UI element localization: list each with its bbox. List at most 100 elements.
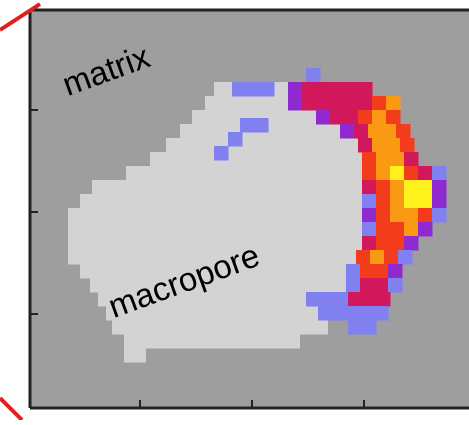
macropore-region-block [80,194,368,209]
heatmap-cell [390,222,405,237]
macropore-region-block [68,222,370,237]
heatmap-cell [432,180,447,195]
macropore-region-block [166,138,360,153]
heatmap-cell [390,166,405,181]
heatmap-cell [376,236,391,251]
heatmap-cell [302,96,317,111]
heatmap-cell [404,208,419,223]
heatmap-cell [316,82,331,97]
heatmap-cell [376,292,391,307]
heatmap-cell [404,152,419,167]
heatmap-cell [374,306,389,321]
heatmap-cell [288,82,303,97]
heatmap-cell [362,194,377,209]
heatmap-cell [390,152,405,167]
heatmap-cell [390,180,405,195]
heatmap-cell [376,180,391,195]
heatmap-cell [346,306,361,321]
heatmap-cell [376,166,391,181]
heatmap-cell [372,110,387,125]
heatmap-cell [228,132,243,147]
heatmap-cell [232,82,247,97]
heatmap-cell [404,222,419,237]
heatmap-cell [404,180,419,195]
heatmap-cell [386,96,401,111]
heatmap-cell [246,82,261,97]
heatmap-cell [376,222,391,237]
heatmap-cell [344,110,359,125]
heatmap-cell [316,110,331,125]
heatmap-cell [344,82,359,97]
heatmap-cell [384,250,399,265]
callout-line-bottom [0,396,24,422]
heatmap-cell [360,264,375,279]
heatmap-cell [332,306,347,321]
heatmap-cell [404,236,419,251]
heatmap-cell [398,250,413,265]
heatmap-cell [382,124,397,139]
macropore-region-block [68,236,372,251]
macropore-region-block [68,250,370,265]
heatmap-cell [404,166,419,181]
heatmap-cell [330,82,345,97]
callout-line-top [0,2,42,32]
heatmap-cell [376,208,391,223]
macropore-region-block [90,278,360,293]
heatmap-cell [348,292,363,307]
heatmap-cell [362,152,377,167]
heatmap-cell [254,118,269,133]
macropore-region-block [80,264,366,279]
macropore-region-block [68,208,370,223]
heatmap-cell [330,96,345,111]
heatmap-cell [356,250,371,265]
heatmap-cell [354,124,369,139]
heatmap-cell [302,82,317,97]
heatmap-cell [374,278,389,293]
heatmap-cell [432,194,447,209]
heatmap-cell [376,194,391,209]
heatmap-cell [400,138,415,153]
heatmap-cell [358,110,373,125]
heatmap-cell [334,292,349,307]
heatmap-cell [318,306,333,321]
heatmap-cell [368,124,383,139]
macropore-region-block [124,334,300,349]
heatmap-cell [288,96,303,111]
heatmap-cell [340,124,355,139]
heatmap-cell [372,96,387,111]
macropore-region-block [150,152,362,167]
heatmap-cell [316,96,331,111]
heatmap-cell [370,250,385,265]
heatmap-cell [418,166,433,181]
heatmap-cell [362,292,377,307]
heatmap-cell [362,320,377,335]
heatmap-cell [362,236,377,251]
heatmap-cell [396,124,411,139]
heatmap-cell [390,208,405,223]
heatmap-cell [240,118,255,133]
heatmap-cell [376,152,391,167]
macropore-region-block [98,292,352,307]
heatmap-cell [330,110,345,125]
heatmap-cell [320,292,335,307]
heatmap-cell [386,138,401,153]
heatmap-cell [418,194,433,209]
macropore-region-block [92,180,366,195]
macropore-region-block [112,320,328,335]
heatmap-cell [418,180,433,195]
heatmap-cell [388,264,403,279]
heatmap-cell [348,320,363,335]
heatmap-cell [346,264,361,279]
heatmap-cell [306,68,321,83]
heatmap-cell [432,208,447,223]
heatmap-cell [390,194,405,209]
heatmap-cell [362,180,377,195]
macropore-region-block [126,166,364,181]
heatmap-cell [374,264,389,279]
heatmap-cell [386,110,401,125]
heatmap-cell [362,222,377,237]
heatmap-cell [360,306,375,321]
heatmap-cell [404,194,419,209]
